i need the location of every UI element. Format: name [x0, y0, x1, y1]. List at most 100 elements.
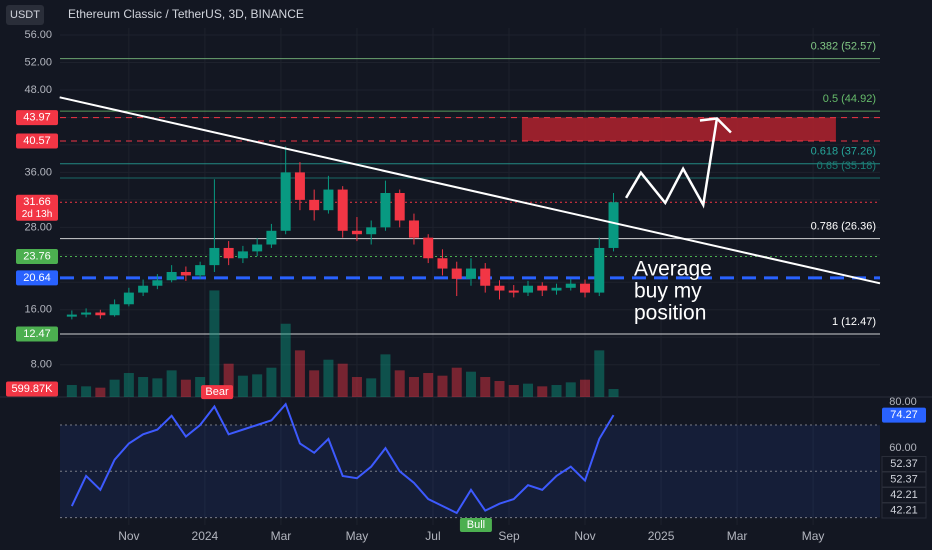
- candle-body: [423, 237, 434, 259]
- volume-bar: [138, 377, 149, 397]
- candle-body: [237, 251, 248, 259]
- symbol-title: Ethereum Classic / TetherUS, 3D, BINANCE: [68, 7, 304, 21]
- volume-bar: [337, 363, 348, 397]
- x-tick-label: Nov: [574, 529, 595, 543]
- bull-label: Bull: [467, 519, 485, 531]
- candle-body: [280, 172, 291, 231]
- candle-body: [180, 271, 191, 276]
- volume-bar: [166, 370, 177, 397]
- price-badge: [16, 194, 58, 221]
- x-tick-label: Nov: [118, 529, 139, 543]
- volume-bar: [252, 374, 263, 397]
- volume-bar: [465, 371, 476, 397]
- candle-body: [494, 285, 505, 291]
- candle-body: [408, 220, 419, 238]
- x-tick-label: Mar: [271, 529, 292, 543]
- candle-body: [123, 292, 134, 305]
- volume-bar: [423, 373, 434, 397]
- rsi-stack-badge: [881, 502, 927, 519]
- candle-body: [252, 244, 263, 252]
- candle-body: [508, 290, 519, 293]
- candle-body: [465, 268, 476, 279]
- fib-label: 0.5 (44.92): [823, 93, 876, 105]
- rsi-stack-label: 52.37: [890, 458, 918, 470]
- price-badge-label: 20.64: [23, 272, 51, 284]
- fib-label: 0.65 (35.18): [817, 160, 876, 172]
- volume-bar: [95, 387, 106, 397]
- volume-bar: [351, 377, 362, 397]
- currency[interactable]: USDT: [10, 9, 40, 21]
- volume-bar: [608, 389, 619, 397]
- bear-label: Bear: [205, 386, 229, 398]
- annotation: buy my: [634, 280, 702, 303]
- volume-bar: [380, 354, 391, 397]
- volume-bar: [366, 378, 377, 397]
- rsi-stack-label: 42.21: [890, 504, 918, 516]
- candle-body: [565, 283, 576, 288]
- rsi-tick-label: 80.00: [889, 396, 917, 408]
- rsi-badge: [882, 407, 926, 423]
- y-tick-label: 52.00: [24, 56, 52, 68]
- volume-bar: [565, 382, 576, 397]
- candle-body: [380, 193, 391, 228]
- volume-bar: [109, 379, 120, 397]
- price-badge-label: 40.57: [23, 135, 51, 147]
- rsi-stack-label: 42.21: [890, 489, 918, 501]
- volume-bar: [537, 386, 548, 397]
- fib-label: 0.382 (52.57): [811, 40, 876, 52]
- bull-badge: [459, 517, 492, 532]
- price-badge: [16, 133, 58, 149]
- price-badge-label: 43.97: [23, 112, 51, 124]
- candle-body: [195, 265, 206, 276]
- candle-body: [95, 312, 106, 316]
- volume-bar: [523, 383, 533, 397]
- volume-bar: [152, 378, 163, 397]
- x-tick-label: 2024: [192, 529, 219, 543]
- y-tick-label: 56.00: [24, 29, 52, 41]
- volume-bar: [437, 375, 448, 397]
- volume-bar: [508, 385, 519, 397]
- candle-body: [394, 193, 405, 221]
- candle-body: [109, 304, 120, 316]
- candle-body: [451, 268, 462, 279]
- supply-zone: [521, 117, 836, 142]
- candle-body: [551, 287, 562, 291]
- price-badge-label: 12.47: [23, 328, 51, 340]
- volume-badge-label: 599.87K: [12, 383, 54, 395]
- volume-bar: [209, 290, 220, 397]
- y-tick-label: 28.00: [24, 221, 52, 233]
- x-tick-label: Mar: [727, 529, 748, 543]
- candle-body: [138, 285, 149, 293]
- rsi-stack-label: 52.37: [890, 473, 918, 485]
- fib-label: 0.618 (37.26): [811, 146, 876, 158]
- volume-bar: [266, 367, 277, 397]
- x-tick-label: Sep: [498, 529, 520, 543]
- volume-bar: [294, 350, 305, 397]
- candle-body: [152, 280, 163, 286]
- price-badge: [16, 110, 58, 126]
- currency-badge[interactable]: [6, 5, 44, 25]
- candle-body: [537, 285, 548, 291]
- annotation: Average: [634, 258, 712, 281]
- candle-body: [81, 312, 92, 315]
- volume-bar: [408, 377, 419, 397]
- fib-label: 0.786 (26.36): [811, 221, 876, 233]
- candle-body: [266, 230, 277, 245]
- candle-body: [437, 258, 448, 269]
- volume-bar: [123, 373, 134, 397]
- y-tick-label: 16.00: [24, 304, 52, 316]
- candle-body: [366, 227, 377, 235]
- rsi-line: [70, 402, 615, 515]
- volume-badge: [6, 381, 58, 397]
- x-tick-label: Jul: [425, 529, 440, 543]
- volume-bar: [494, 381, 505, 397]
- candle-body: [594, 247, 605, 293]
- projection-path: [624, 118, 719, 209]
- x-tick-label: May: [346, 529, 369, 543]
- bear-badge: [201, 385, 234, 400]
- volume-bar: [223, 363, 234, 397]
- candle-body: [209, 247, 220, 266]
- candle-body: [309, 199, 320, 211]
- candle-body: [66, 314, 77, 317]
